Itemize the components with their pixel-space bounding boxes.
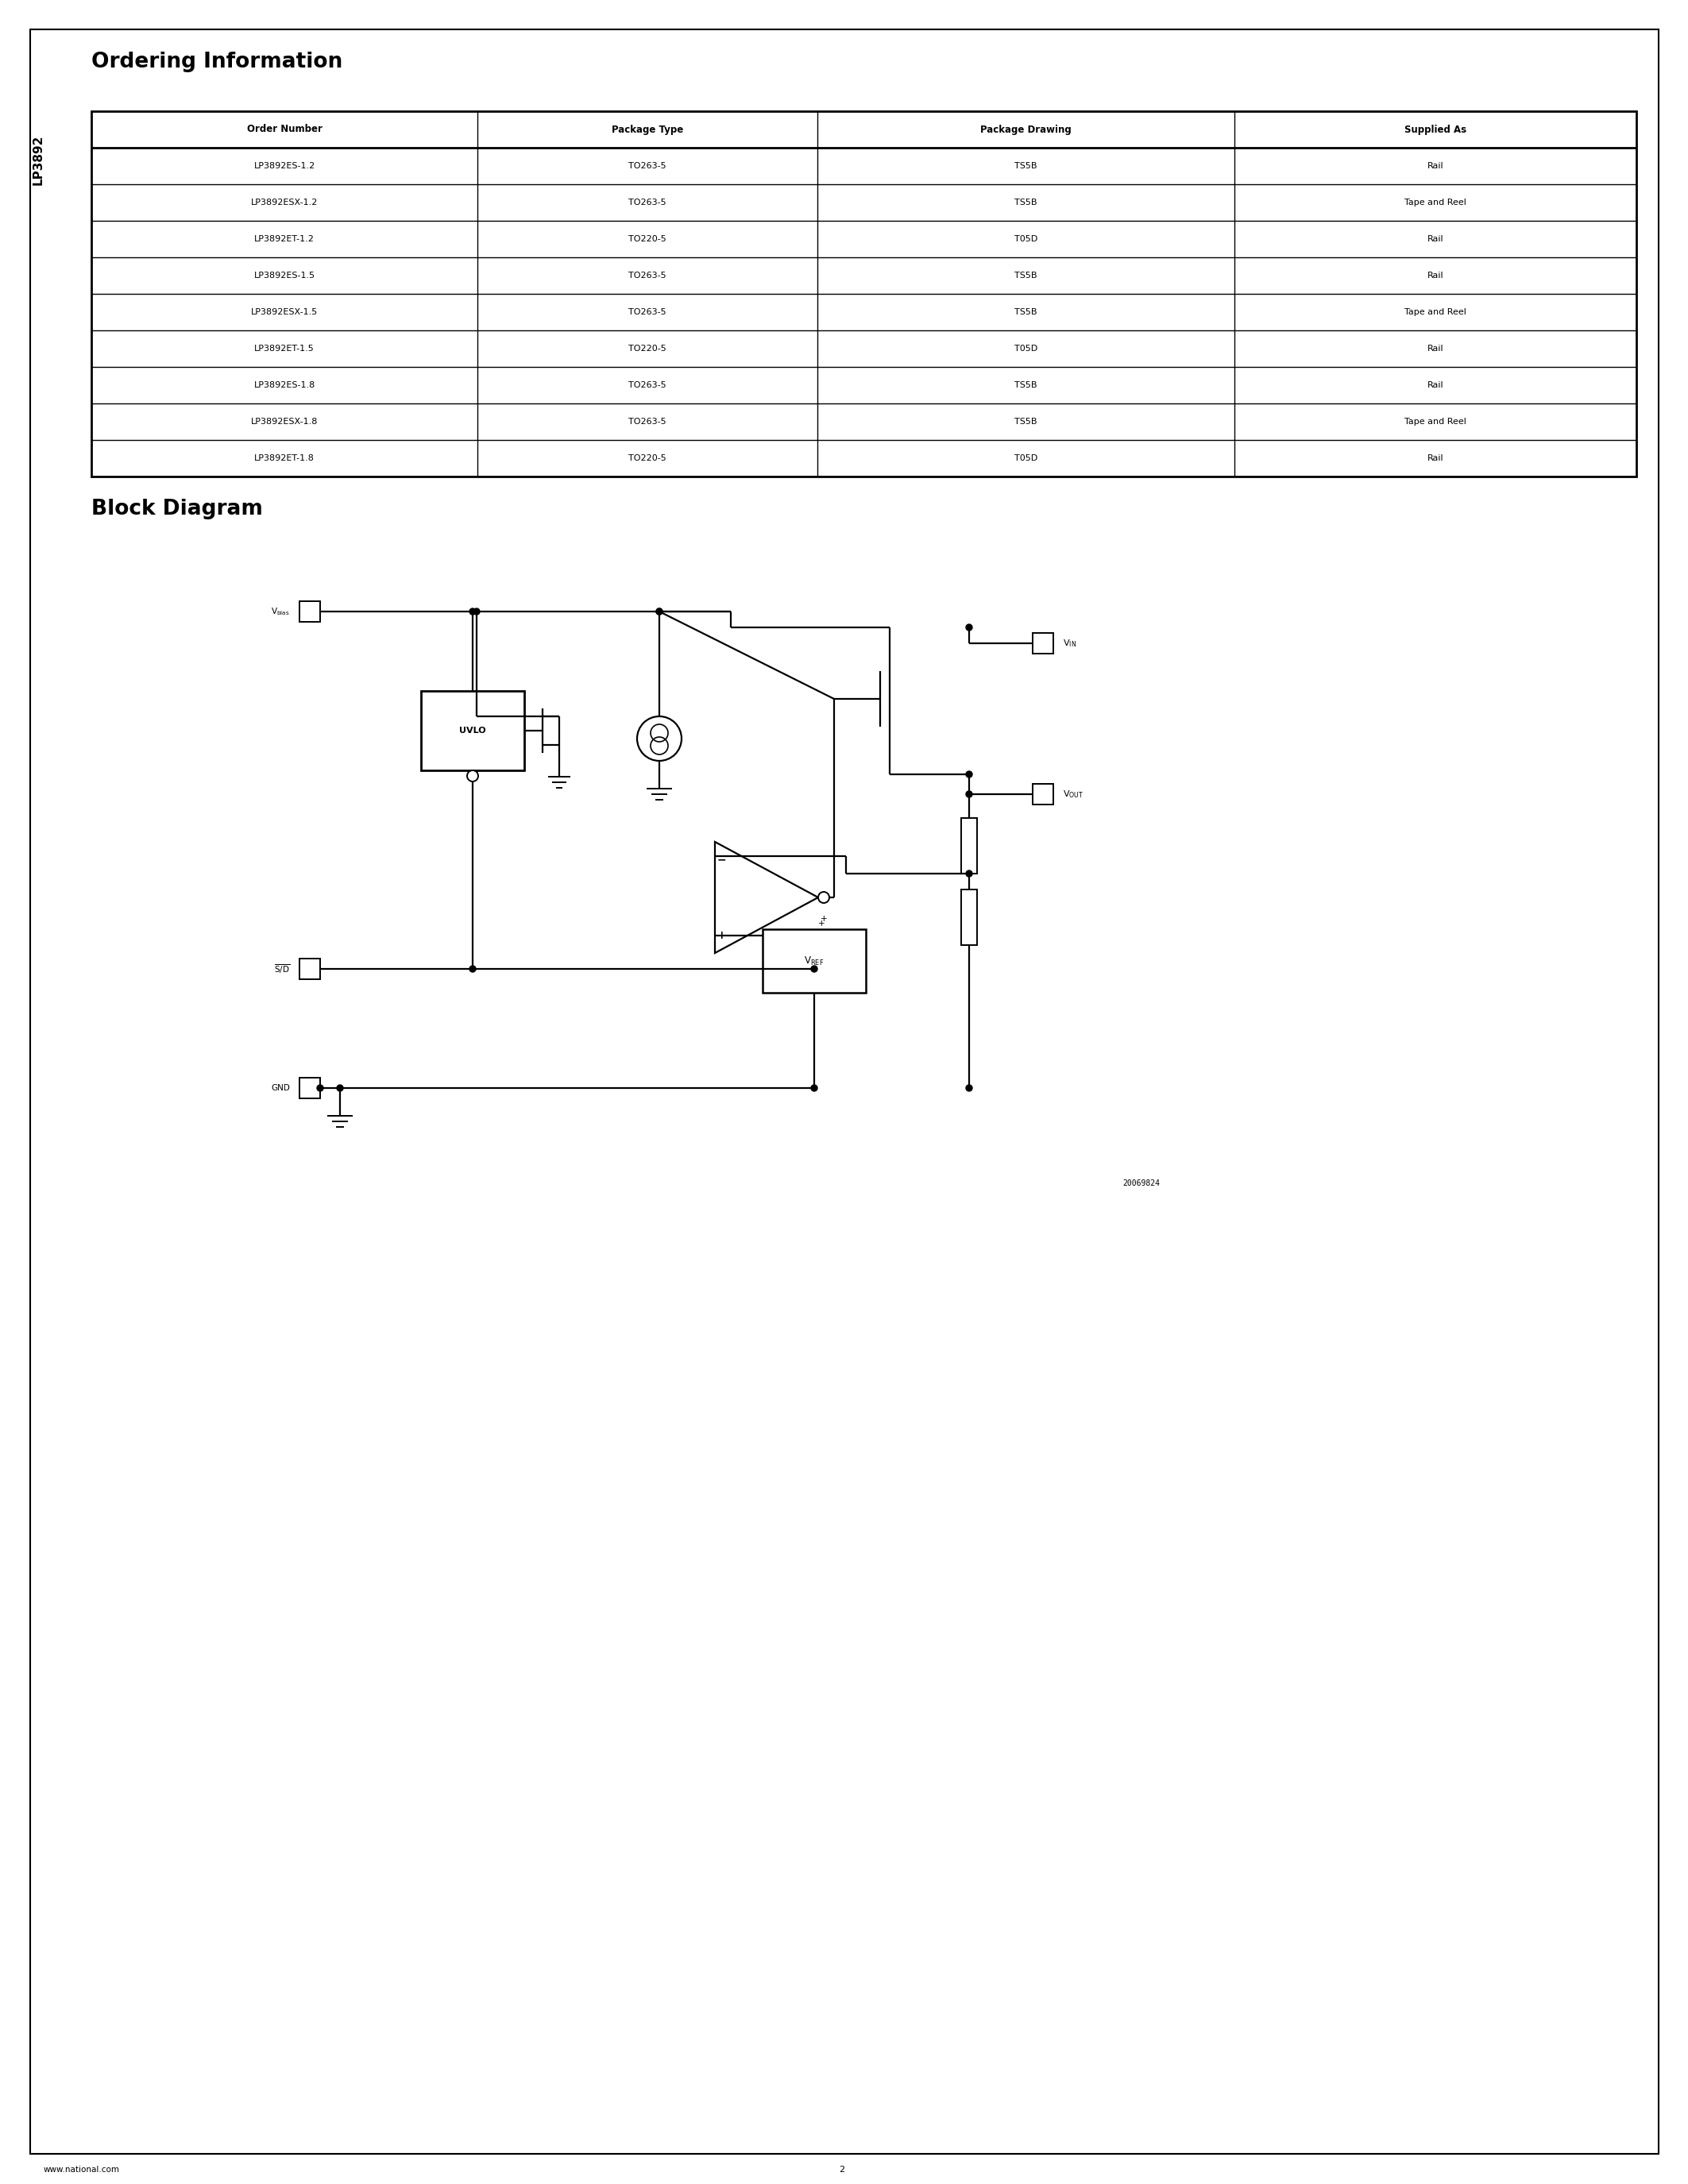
Bar [420,690,525,771]
Circle shape [657,609,662,614]
Circle shape [657,609,662,614]
Text: UVLO: UVLO [459,727,486,734]
Text: LP3892ESX-1.5: LP3892ESX-1.5 [252,308,317,317]
Circle shape [966,625,972,631]
Text: Package Type: Package Type [611,124,684,135]
Text: TO220-5: TO220-5 [628,236,667,242]
Text: V$\mathregular{_{bias}}$: V$\mathregular{_{bias}}$ [272,605,290,618]
Text: T05D: T05D [1014,345,1038,352]
Circle shape [819,891,829,902]
Text: +: + [819,919,825,928]
Circle shape [966,871,972,876]
Text: V$\mathregular{_{REF}}$: V$\mathregular{_{REF}}$ [803,954,824,968]
Bar [960,819,977,874]
Text: V$\mathregular{_{OUT}}$: V$\mathregular{_{OUT}}$ [1063,788,1084,799]
Text: V$\mathregular{_{IN}}$: V$\mathregular{_{IN}}$ [1063,638,1077,649]
Text: Block Diagram: Block Diagram [91,498,263,520]
Circle shape [473,609,479,614]
Text: TS5B: TS5B [1014,199,1038,207]
Text: LP3892ESX-1.2: LP3892ESX-1.2 [252,199,317,207]
Circle shape [966,1085,972,1092]
Text: LP3892ES-1.5: LP3892ES-1.5 [253,271,316,280]
Text: Rail: Rail [1428,345,1443,352]
Text: LP3892ET-1.8: LP3892ET-1.8 [255,454,314,463]
Circle shape [966,791,972,797]
Text: LP3892: LP3892 [32,135,44,186]
Text: LP3892ET-1.5: LP3892ET-1.5 [255,345,314,352]
Text: TO263-5: TO263-5 [628,271,667,280]
Text: Ordering Information: Ordering Information [91,52,343,72]
Text: TO220-5: TO220-5 [628,345,667,352]
Text: T05D: T05D [1014,236,1038,242]
Text: TS5B: TS5B [1014,271,1038,280]
Text: TS5B: TS5B [1014,382,1038,389]
Circle shape [469,965,476,972]
Circle shape [317,1085,324,1092]
Text: TO263-5: TO263-5 [628,417,667,426]
Circle shape [338,1085,343,1092]
Bar [299,1077,321,1099]
Circle shape [469,609,476,614]
Text: LP3892ET-1.2: LP3892ET-1.2 [255,236,314,242]
Text: Order Number: Order Number [246,124,322,135]
Text: +: + [820,915,827,924]
Text: TS5B: TS5B [1014,417,1038,426]
Bar [299,601,321,622]
Text: −: − [717,854,726,865]
Bar [299,959,321,978]
Text: LP3892ES-1.8: LP3892ES-1.8 [253,382,316,389]
Circle shape [468,771,478,782]
Text: TS5B: TS5B [1014,308,1038,317]
Text: LP3892ES-1.2: LP3892ES-1.2 [253,162,316,170]
Text: TO220-5: TO220-5 [628,454,667,463]
Text: Tape and Reel: Tape and Reel [1404,308,1467,317]
Text: 2: 2 [839,2167,846,2173]
Text: TO263-5: TO263-5 [628,199,667,207]
Text: Rail: Rail [1428,454,1443,463]
Bar [1033,633,1053,653]
Text: LP3892ESX-1.8: LP3892ESX-1.8 [252,417,317,426]
Text: TO263-5: TO263-5 [628,382,667,389]
Circle shape [810,1085,817,1092]
Text: Rail: Rail [1428,162,1443,170]
Text: Tape and Reel: Tape and Reel [1404,417,1467,426]
Text: Rail: Rail [1428,271,1443,280]
Circle shape [810,965,817,972]
Text: 20069824: 20069824 [1123,1179,1160,1188]
Text: $\overline{\mathrm{S/D}}$: $\overline{\mathrm{S/D}}$ [273,963,290,974]
Text: TO263-5: TO263-5 [628,308,667,317]
Bar [763,928,866,994]
Text: T05D: T05D [1014,454,1038,463]
Bar [1033,784,1053,804]
Text: Supplied As: Supplied As [1404,124,1467,135]
Bar [960,889,977,946]
Text: Rail: Rail [1428,236,1443,242]
Text: Package Drawing: Package Drawing [981,124,1072,135]
Text: +: + [717,930,726,941]
Circle shape [966,771,972,778]
Bar [91,111,1636,476]
Text: Tape and Reel: Tape and Reel [1404,199,1467,207]
Text: GND: GND [272,1083,290,1092]
Text: Rail: Rail [1428,382,1443,389]
Text: TO263-5: TO263-5 [628,162,667,170]
Text: TS5B: TS5B [1014,162,1038,170]
Text: www.national.com: www.national.com [44,2167,120,2173]
